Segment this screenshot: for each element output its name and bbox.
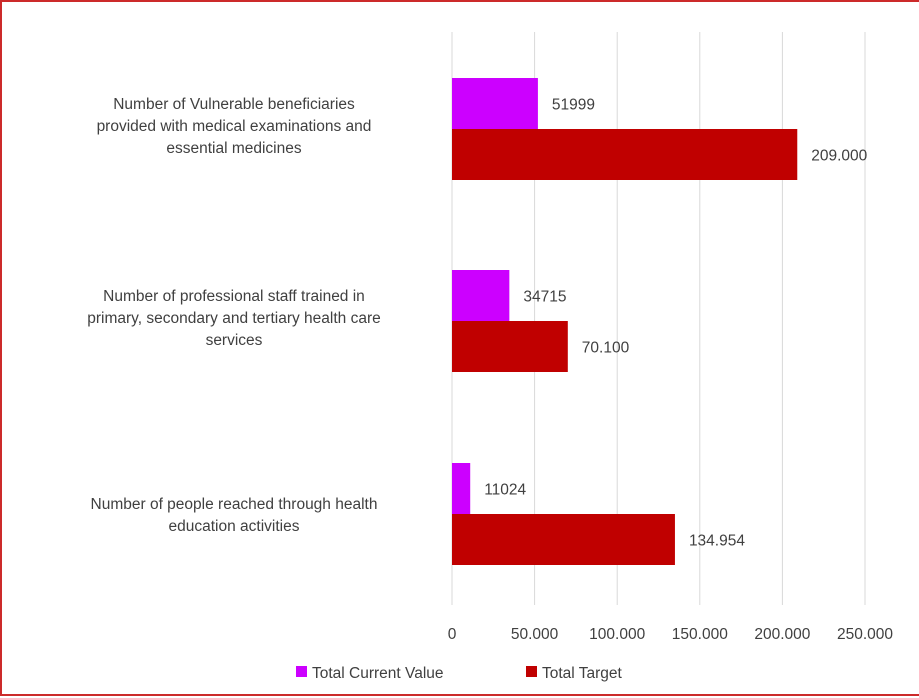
data-label-current-0: 51999 bbox=[552, 97, 595, 114]
bar-target-0 bbox=[452, 129, 798, 180]
bar-current-0 bbox=[452, 78, 538, 129]
bar-current-1 bbox=[452, 270, 510, 321]
data-label-current-2: 11024 bbox=[484, 482, 526, 499]
x-tick-label-1: 50.000 bbox=[511, 626, 559, 643]
legend-label-target: Total Target bbox=[542, 665, 623, 682]
category-label-1: Number of professional staff trained in p… bbox=[87, 288, 381, 349]
x-tick-label-0: 0 bbox=[448, 626, 457, 643]
data-label-target-0: 209.000 bbox=[811, 148, 867, 165]
legend-label-current: Total Current Value bbox=[312, 665, 444, 682]
bar-target-2 bbox=[452, 514, 675, 565]
x-tick-label-5: 250.000 bbox=[837, 626, 893, 643]
category-label-2: Number of people reached through health e… bbox=[91, 496, 378, 535]
legend-swatch-current bbox=[296, 666, 307, 677]
legend-swatch-target bbox=[526, 666, 537, 677]
data-label-target-1: 70.100 bbox=[582, 340, 630, 357]
x-tick-label-2: 100.000 bbox=[589, 626, 645, 643]
bar-target-1 bbox=[452, 321, 568, 372]
x-tick-label-3: 150.000 bbox=[672, 626, 728, 643]
data-label-current-1: 34715 bbox=[523, 289, 566, 306]
bar-current-2 bbox=[452, 463, 471, 514]
data-label-target-2: 134.954 bbox=[689, 533, 745, 550]
x-tick-label-4: 200.000 bbox=[754, 626, 810, 643]
category-label-0: Number of Vulnerable beneficiaries provid… bbox=[97, 96, 372, 157]
